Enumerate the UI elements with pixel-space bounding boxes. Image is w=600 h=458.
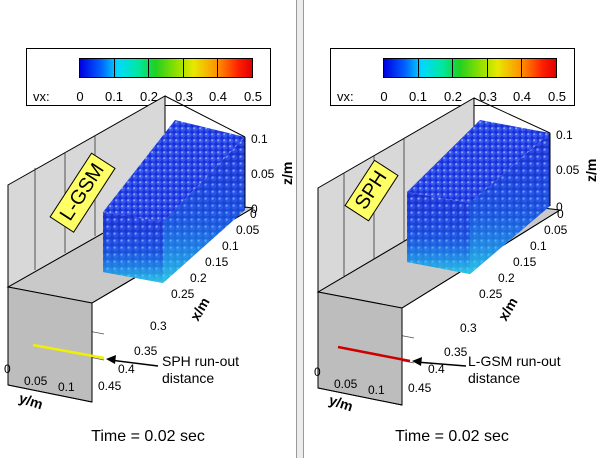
- legend-label: 0.5: [547, 89, 567, 104]
- granular-top-face: [103, 120, 245, 222]
- x-tick: 0: [250, 207, 257, 221]
- legend-label: 0.3: [174, 89, 194, 104]
- legend-label: 0.4: [512, 89, 532, 104]
- colorbar: [79, 58, 253, 78]
- x-tick: 0.25: [479, 287, 503, 301]
- y-tick: 0: [4, 362, 11, 376]
- 3d-scene: 0.1 0.05 0 z/m 0 0.05 0.1 0.15 0.2 0.25 …: [4, 95, 295, 413]
- granular-top-face: [407, 120, 550, 203]
- x-tick: 0.05: [236, 223, 260, 237]
- y-tick: 0.05: [24, 374, 48, 388]
- y-axis-title: y/m: [17, 390, 45, 413]
- tank-side-wall: [317, 291, 403, 406]
- legend-label: 0.4: [208, 89, 228, 104]
- x-tick: 0: [557, 207, 564, 221]
- annotation-arrow: [415, 361, 467, 367]
- annotation-line: L-GSM run-out: [468, 353, 561, 369]
- panel-divider: [296, 0, 304, 458]
- x-tick: 0.15: [205, 255, 229, 269]
- y-tick: 0: [314, 365, 321, 379]
- legend-label: 0.5: [243, 89, 263, 104]
- z-tick: 0: [251, 202, 258, 216]
- colorbar: [383, 58, 557, 78]
- x-tick: 0.1: [222, 239, 239, 253]
- annotation-arrow: [109, 359, 159, 367]
- legend-label: 0.1: [408, 89, 428, 104]
- x-tick: 0.45: [408, 381, 432, 395]
- z-tick: 0: [556, 200, 563, 214]
- legend-label: 0.1: [104, 89, 124, 104]
- legend-label: 0.2: [443, 89, 463, 104]
- x-tick: 0.2: [190, 271, 207, 285]
- simulation-panel-sph: vx: 0 0.1 0.2 0.3 0.4 0.5: [304, 0, 600, 458]
- z-tick: 0.05: [556, 163, 580, 177]
- time-label: Time = 0.02 sec: [395, 428, 509, 445]
- annotation-line: SPH run-out: [162, 353, 239, 369]
- x-tick: 0.1: [530, 239, 547, 253]
- legend-label: 0.3: [478, 89, 498, 104]
- 3d-scene: 0.1 0.05 0 z/m 0 0.05 0.1 0.15 0.2 0.25 …: [314, 97, 599, 415]
- y-axis-title: y/m: [327, 392, 355, 415]
- x-tick: 0.45: [98, 379, 122, 393]
- time-label: Time = 0.02 sec: [91, 428, 205, 445]
- z-axis-title: z/m: [279, 162, 295, 185]
- color-legend: vx: 0 0.1 0.2 0.3 0.4 0.5: [26, 48, 271, 106]
- simulation-panel-lgsm: vx: 0 0.1 0.2 0.3 0.4 0.5: [0, 0, 296, 458]
- x-tick: 0.05: [544, 223, 568, 237]
- legend-variable: vx:: [33, 89, 50, 104]
- x-tick: 0.4: [118, 362, 135, 376]
- legend-label: 0: [380, 89, 388, 104]
- legend-label: 0: [76, 89, 84, 104]
- runout-line: [32, 343, 105, 360]
- z-tick: 0.05: [251, 167, 275, 181]
- x-tick: 0.3: [460, 321, 477, 335]
- y-tick: 0.1: [58, 380, 75, 394]
- x-tick: 0.25: [171, 287, 195, 301]
- x-tick: 0.2: [498, 271, 515, 285]
- annotation-line: distance: [162, 370, 214, 386]
- z-tick: 0.1: [556, 128, 573, 142]
- legend-label: 0.2: [139, 89, 159, 104]
- x-tick: 0.3: [150, 319, 167, 333]
- x-tick: 0.35: [444, 345, 468, 359]
- legend-variable: vx:: [337, 89, 354, 104]
- runout-line: [337, 345, 411, 363]
- x-tick: 0.15: [513, 255, 537, 269]
- y-tick: 0.1: [368, 383, 385, 397]
- y-tick: 0.05: [334, 377, 358, 391]
- z-tick: 0.1: [251, 132, 268, 146]
- color-legend: vx: 0 0.1 0.2 0.3 0.4 0.5: [330, 48, 575, 106]
- x-tick: 0.4: [428, 362, 445, 376]
- annotation-line: distance: [468, 370, 520, 386]
- x-tick: 0.35: [134, 344, 158, 358]
- tank-side-wall: [7, 286, 93, 403]
- z-axis-title: z/m: [583, 159, 599, 182]
